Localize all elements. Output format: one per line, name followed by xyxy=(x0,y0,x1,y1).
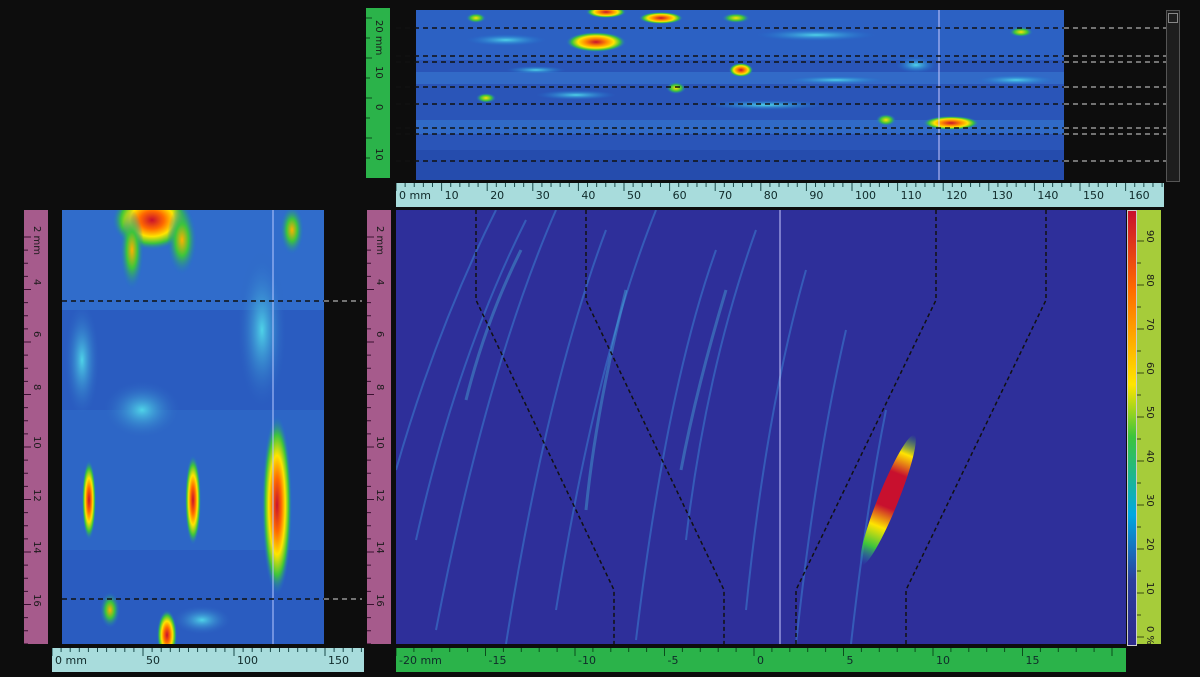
dscan-x-tick-label: 100 xyxy=(237,654,258,667)
cscan-x-tick-label: 120 xyxy=(946,189,968,202)
sscan-depth-ruler[interactable]: 2 mm4681012141618 xyxy=(367,210,391,644)
dscan-x-tick-label: 150 xyxy=(328,654,349,667)
cscan-image[interactable] xyxy=(416,10,1064,180)
dscan-image[interactable] xyxy=(62,210,324,644)
sscan-heatmap xyxy=(396,210,1126,644)
color-scale-bar xyxy=(1127,210,1137,646)
color-scale-ticks xyxy=(1137,240,1144,638)
cscan-x-tick-label: 100 xyxy=(855,189,876,202)
cscan-x-tick-label: 130 xyxy=(991,189,1013,202)
cscan-vertical-ruler[interactable]: 20 mm 10 0 10 xyxy=(366,8,390,178)
sscan-x-tick-label: -5 xyxy=(667,654,679,667)
sscan-image[interactable] xyxy=(396,210,1126,644)
sscan-x-tick-label: 5 xyxy=(846,654,854,667)
cscan-x-tick-label: 90 xyxy=(809,189,824,202)
cscan-gate-lines xyxy=(396,27,1170,162)
sscan-x-tick-label: 10 xyxy=(936,654,950,667)
scroll-up-arrow-icon[interactable] xyxy=(1168,13,1178,23)
dscan-heatmap xyxy=(62,210,324,644)
sscan-x-tick-label: 15 xyxy=(1025,654,1040,667)
sscan-x-tick-label: -15 xyxy=(488,654,507,667)
cscan-x-tick-label: 150 xyxy=(1083,189,1104,202)
dscan-x-tick-label: 0 mm xyxy=(55,654,87,667)
cscan-x-tick-label: 30 xyxy=(535,189,550,202)
dscan-depth-ruler[interactable]: 2 mm4681012141618 xyxy=(24,210,48,644)
cscan-x-tick-label: 50 xyxy=(627,189,641,202)
cscan-scrollbar[interactable] xyxy=(1166,10,1180,182)
dscan-depth-ticks xyxy=(24,236,31,644)
sscan-depth-ticks xyxy=(367,236,374,644)
dscan-x-ticks xyxy=(52,648,362,656)
sscan-horizontal-ruler[interactable]: -20 mm -15 -10 -5 0 5 10 15 xyxy=(396,648,1126,672)
sscan-x-tick-label: -10 xyxy=(578,654,596,667)
color-scale-ruler[interactable]: 90 80 70 60 50 40 30 20 10 0 % xyxy=(1137,210,1161,644)
cscan-x-tick-label: 80 xyxy=(763,189,778,202)
cscan-x-tick-label: 40 xyxy=(581,189,596,202)
cscan-heatmap xyxy=(416,10,1064,180)
cscan-x-tick-label: 0 mm xyxy=(399,189,431,202)
sscan-x-tick-label: -20 mm xyxy=(399,654,442,667)
cscan-x-tick-label: 140 xyxy=(1037,189,1059,202)
cscan-x-ticks xyxy=(396,183,1163,191)
sscan-x-ticks xyxy=(396,648,1113,656)
dscan-x-tick-label: 50 xyxy=(146,654,160,667)
dscan-horizontal-ruler[interactable]: 0 mm 50 100 150 xyxy=(52,648,364,672)
cscan-x-tick-label: 20 xyxy=(490,189,505,202)
dscan-gate-lines xyxy=(62,300,362,600)
cscan-x-tick-label: 10 xyxy=(444,189,459,202)
cscan-horizontal-ruler[interactable]: 0 mm 10 20 30 40 50 60 70 80 90 100 110 120 130 140 150… xyxy=(396,183,1164,207)
sscan-x-tick-label: 0 xyxy=(757,654,764,667)
cscan-x-tick-label: 70 xyxy=(718,189,733,202)
cscan-ruler-ticks xyxy=(366,17,372,159)
cscan-x-tick-label: 110 xyxy=(900,189,922,202)
cscan-x-tick-label: 160 xyxy=(1128,189,1150,202)
cscan-x-tick-label: 60 xyxy=(672,189,687,202)
